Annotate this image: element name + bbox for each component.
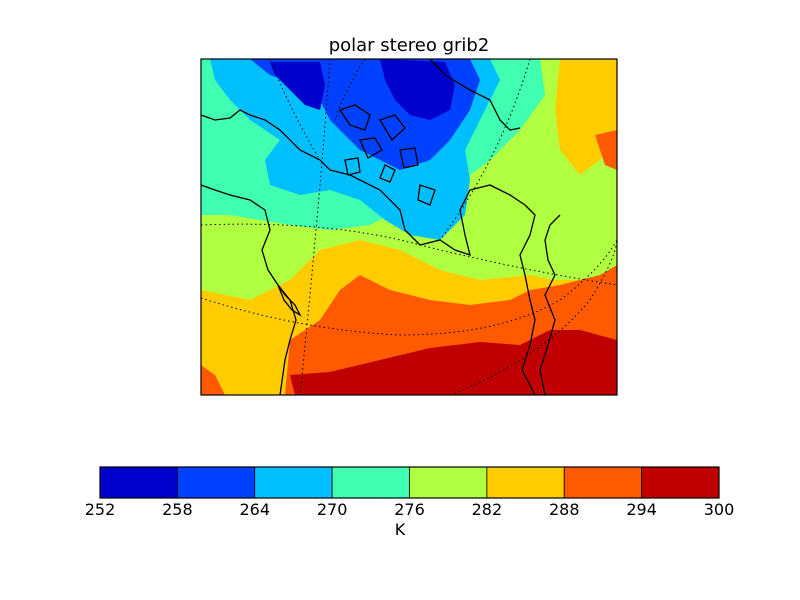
colorbar-tick-label: 294 (626, 500, 657, 519)
colorbar-tick-label: 264 (239, 500, 271, 519)
colorbar-cell (176, 466, 256, 499)
colorbar-cell (563, 466, 643, 499)
parallel-line (201, 223, 617, 286)
temperature-field (201, 59, 617, 395)
map-title: polar stereo grib2 (328, 35, 490, 56)
colorbar-cell (331, 466, 410, 499)
parallel-line (201, 239, 617, 336)
colorbar-tick-labels: 252 258 264 270 276 282 288 294 300 (0, 500, 800, 520)
colorbar (99, 466, 720, 499)
coastlines (201, 59, 561, 395)
colorbar-tick-label: 252 (84, 500, 116, 519)
colorbar-tick-label: 282 (471, 500, 503, 519)
colorbar-cell (486, 466, 565, 499)
colorbar-tick-label: 270 (316, 500, 348, 519)
band-294-300 (290, 330, 617, 395)
colorbar-frame (99, 466, 720, 499)
graticule (201, 59, 617, 395)
colorbar-tick-label: 300 (703, 500, 735, 519)
coastline-greenland (429, 59, 561, 395)
colorbar-unit-label: K (394, 520, 406, 539)
colorbar-tick-label: 288 (548, 500, 580, 519)
band-288-294 (201, 130, 617, 395)
coastline-east (519, 204, 536, 395)
band-252-258 (270, 59, 455, 120)
coastline-alaska (201, 109, 331, 171)
colorbar-cell (99, 466, 178, 499)
parallel-line (449, 239, 617, 395)
coastline-islands (338, 104, 436, 206)
colorbar-cell (409, 466, 488, 499)
coastline-west (201, 184, 297, 395)
colorbar-cell (641, 466, 720, 499)
coastline-hudson-bay (329, 169, 526, 256)
colorbar-tick-label: 276 (394, 500, 425, 519)
colorbar-tick-label: 258 (162, 500, 193, 519)
colorbar-cell (254, 466, 333, 499)
map-frame (200, 58, 618, 396)
coastline-peninsula (277, 284, 302, 317)
